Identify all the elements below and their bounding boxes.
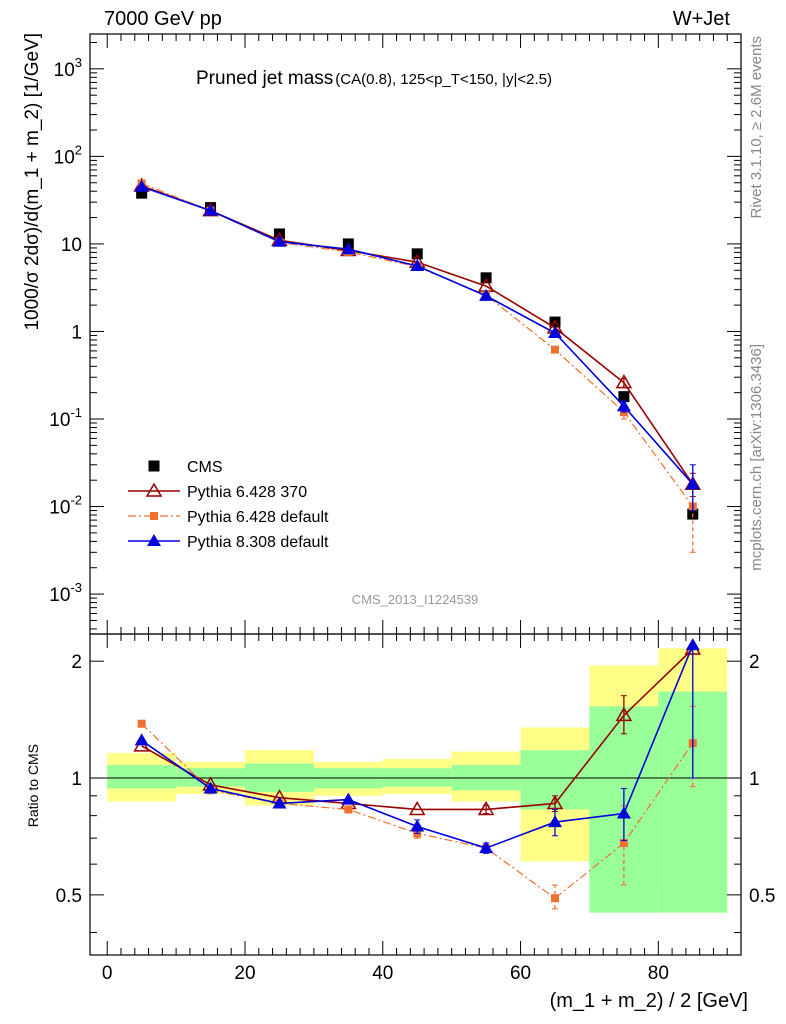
main-line-pythia-6-428-default: [141, 182, 694, 507]
header-left: 7000 GeV pp: [104, 8, 222, 30]
ratio-point: [272, 796, 287, 809]
legend-marker: [148, 460, 160, 472]
main-ytick-label: 10: [61, 235, 82, 256]
ratio-point: [685, 638, 700, 651]
legend-label: CMS: [187, 459, 223, 476]
main-subtitle: (CA(0.8), 125<p_T<150, |y|<2.5): [335, 71, 552, 88]
ratio-point: [341, 792, 356, 805]
main-ytick-label: 102: [54, 142, 82, 168]
main-point: [479, 288, 494, 301]
ratio-ytick-label: 2: [71, 652, 82, 673]
ratio-point: [477, 800, 495, 816]
main-point: [134, 179, 149, 192]
legend-entry: Pythia 6.428 370: [128, 482, 307, 501]
main-point: [341, 242, 356, 255]
ratio-point: [479, 841, 494, 854]
ratio-point: [408, 800, 426, 816]
ratio-band-inner: [382, 768, 452, 787]
ratio-line-pythia-6-428-370: [141, 648, 694, 811]
ratio-point: [203, 781, 218, 794]
ratio-ytick-label-right: 1: [749, 769, 760, 790]
ratio-axes-box: [89, 633, 742, 956]
legend-label: Pythia 6.428 370: [187, 484, 307, 501]
ratio-ylabel: Ratio to CMS: [25, 744, 41, 827]
main-point: [551, 345, 559, 354]
ratio-point: [137, 719, 146, 728]
main-point: [685, 477, 700, 490]
ratio-panel-frame: 0 20 40 60 80 0.5 0.5 1 1 2 2: [56, 633, 775, 984]
ratio-point: [134, 733, 149, 746]
ratio-xlabel: (m_1 + m_2) / 2 [GeV]: [550, 990, 748, 1012]
legend-label: Pythia 8.308 default: [187, 534, 329, 551]
main-point: [410, 258, 425, 271]
side-label-rivet: Rivet 3.1.10, ≥ 2.6M events: [748, 36, 765, 219]
main-point: [272, 234, 287, 247]
ratio-point: [551, 894, 559, 903]
main-series-pythia-6-428-370: [133, 177, 702, 498]
legend-marker: [145, 482, 163, 497]
main-point: [618, 391, 630, 403]
ratio-band-inner: [107, 765, 177, 789]
ratio-ytick-label-right: 2: [749, 652, 760, 673]
ratio-point: [616, 806, 631, 819]
main-point: [203, 203, 218, 216]
main-title: Pruned jet mass (CA(0.8), 125<p_T<150, |y…: [196, 68, 552, 89]
main-ylabel: 1000/σ 2dσ)/d(m_1 + m_2) [1/GeV]: [22, 33, 43, 331]
main-ytick-label: 10-2: [49, 493, 82, 519]
main-line-pythia-8-308-default: [141, 185, 694, 485]
ratio-series-pythia-8-308-default: [134, 638, 700, 854]
ratio-xtick-label: 40: [372, 963, 393, 984]
ratio-point: [410, 819, 425, 832]
main-line-pythia-6-428-370: [141, 185, 694, 485]
main-point: [615, 374, 633, 389]
legend-entry: Pythia 6.428 default: [128, 509, 329, 526]
main-ytick-label: 1: [71, 322, 82, 343]
main-ytick-label: 10-3: [49, 580, 82, 606]
main-ytick-label: 103: [54, 55, 82, 81]
ratio-point: [619, 839, 628, 848]
legend-marker: [147, 534, 161, 546]
legend: CMS Pythia 6.428 370 Pythia 6.428 default P…: [128, 459, 329, 551]
ratio-xtick-label: 60: [510, 963, 531, 984]
main-series-pythia-8-308-default: [134, 179, 700, 512]
side-label-mcplots: mcplots.cern.ch [arXiv:1306.3436]: [748, 344, 765, 571]
ratio-ytick-label: 0.5: [56, 886, 82, 907]
ratio-point: [546, 794, 564, 810]
ratio-point: [548, 815, 562, 828]
watermark: CMS_2013_I1224539: [352, 592, 479, 607]
ratio-ytick-label-right: 0.5: [749, 886, 775, 907]
legend-label: Pythia 6.428 default: [187, 509, 329, 526]
ratio-xtick-label: 80: [648, 963, 669, 984]
legend-entry: CMS: [148, 459, 223, 476]
main-point: [548, 326, 562, 339]
main-point: [616, 399, 631, 412]
ratio-point: [344, 805, 353, 814]
ratio-xtick-label: 0: [102, 963, 113, 984]
header-right: W+Jet: [673, 8, 731, 30]
main-point: [136, 187, 148, 199]
ratio-xtick-label: 20: [234, 963, 255, 984]
ratio-ytick-label: 1: [71, 769, 82, 790]
ratio-point: [615, 706, 633, 722]
legend-marker: [150, 512, 158, 520]
legend-entry: Pythia 8.308 default: [128, 534, 329, 551]
main-ytick-label: 10-1: [49, 405, 82, 431]
